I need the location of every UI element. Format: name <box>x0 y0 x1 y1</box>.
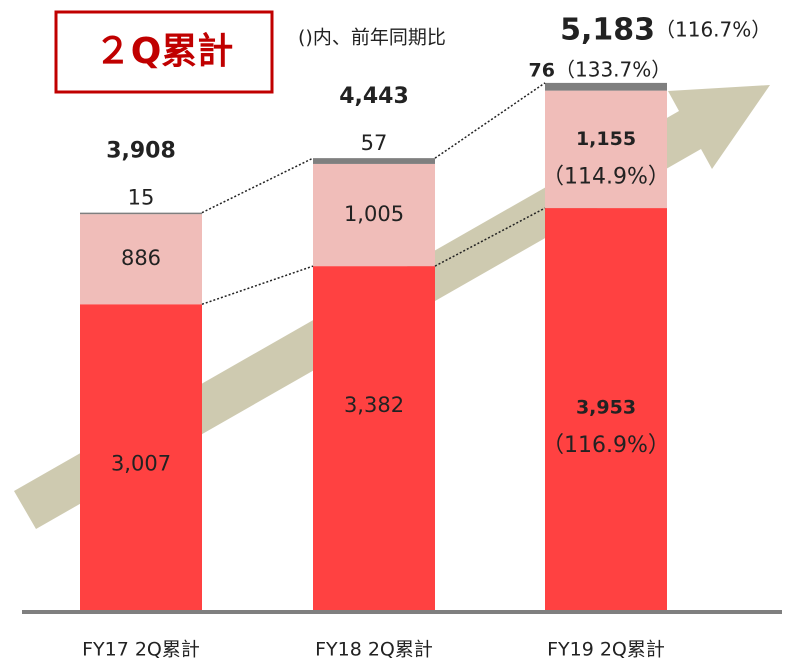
yoy-label: （114.9%） <box>542 164 670 189</box>
value-label: 1,005 <box>344 202 404 226</box>
bar-segment <box>80 304 202 610</box>
value-label: 57 <box>361 131 388 155</box>
connector <box>434 82 546 159</box>
value-label: 3,382 <box>344 393 404 417</box>
badge-box <box>54 10 274 94</box>
bars <box>80 82 667 610</box>
total-label: 5,183 <box>560 13 655 48</box>
value-label: 76 <box>529 59 555 81</box>
bar-segment <box>313 163 435 267</box>
bar-segment <box>545 208 667 610</box>
x-tick-label: FY17 2Q累計 <box>82 639 200 661</box>
value-label: 886 <box>121 246 161 270</box>
x-tick-label: FY19 2Q累計 <box>547 639 665 661</box>
bar-segment <box>80 212 202 215</box>
value-label: 15 <box>128 186 155 210</box>
total-yoy-label: （116.7%） <box>655 18 771 42</box>
connector <box>201 157 314 214</box>
value-label: 3,007 <box>111 451 171 475</box>
bar-segment <box>545 82 667 91</box>
badge: ２Q累計 <box>95 31 234 72</box>
bar-segment <box>313 266 435 610</box>
connector <box>434 207 546 267</box>
total-label: 4,443 <box>339 84 409 109</box>
x-tick-label: FY18 2Q累計 <box>315 639 433 661</box>
yoy-label: （133.7%） <box>555 57 671 81</box>
value-label: 3,953 <box>576 397 636 419</box>
note: ()内、前年同期比 <box>298 27 446 49</box>
connector <box>201 265 314 305</box>
value-label: 1,155 <box>576 128 636 150</box>
total-label: 3,908 <box>106 139 176 164</box>
bar-segment <box>80 214 202 305</box>
bar-segment <box>313 158 435 164</box>
yoy-label: （116.9%） <box>542 433 670 458</box>
bar-segment <box>545 90 667 209</box>
